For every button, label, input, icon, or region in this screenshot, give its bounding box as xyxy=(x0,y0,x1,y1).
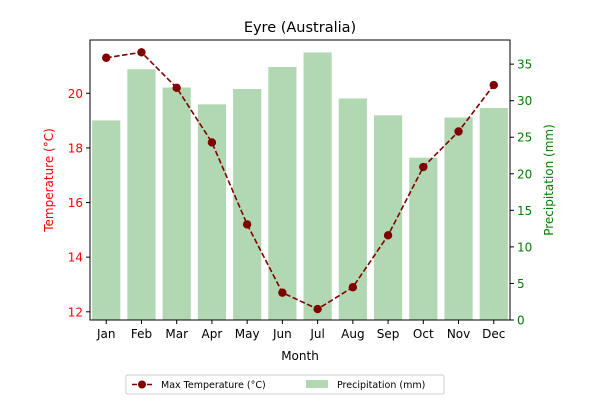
x-tick-label-feb: Feb xyxy=(131,327,152,341)
y-right-tick-label: 35 xyxy=(517,58,532,72)
legend-line-marker xyxy=(138,380,146,389)
temp-point-jul xyxy=(313,304,322,314)
temperature-line xyxy=(102,48,498,314)
y-right-tick-label: 5 xyxy=(517,277,525,291)
y-left-tick-label: 12 xyxy=(68,305,83,319)
y-right-tick-label: 25 xyxy=(517,131,532,145)
temp-point-sep xyxy=(383,231,393,240)
temp-point-dec xyxy=(489,80,498,90)
precip-bar-mar xyxy=(162,87,191,320)
x-tick-label-aug: Aug xyxy=(341,327,364,341)
temp-point-oct xyxy=(419,162,428,172)
x-tick-label-jul: Jul xyxy=(309,327,324,341)
legend: Max Temperature (°C) Precipitation (mm) xyxy=(125,374,445,395)
temp-point-apr xyxy=(207,138,217,147)
y-left-tick-label: 14 xyxy=(68,251,83,265)
x-tick-label-apr: Apr xyxy=(202,327,223,341)
y-right-tick-label: 15 xyxy=(517,204,532,218)
precip-bar-sep xyxy=(373,115,403,320)
precip-bar-jun xyxy=(268,67,297,320)
temp-point-may xyxy=(242,220,252,229)
precip-bar-jan xyxy=(92,120,121,320)
chart-title: Eyre (Australia) xyxy=(244,20,356,36)
plot-frame xyxy=(89,39,511,321)
precip-bar-feb xyxy=(127,69,156,320)
precip-bar-apr xyxy=(197,104,227,321)
temp-point-jan xyxy=(102,53,111,62)
y-right-tick-label: 0 xyxy=(517,314,525,328)
x-tick-label-jan: Jan xyxy=(96,327,116,341)
precip-bar-jul xyxy=(303,52,332,321)
legend-bar-swatch xyxy=(306,380,328,388)
y-right-tick-label: 30 xyxy=(517,94,532,108)
x-tick-label-sep: Sep xyxy=(377,327,400,341)
temp-point-feb xyxy=(137,48,146,57)
y-left-tick-label: 20 xyxy=(68,87,83,101)
legend-entry-temperature: Max Temperature (°C) xyxy=(161,380,266,391)
x-tick-label-mar: Mar xyxy=(165,327,188,341)
precip-bar-may xyxy=(233,88,262,320)
temp-point-nov xyxy=(454,127,463,136)
x-tick-label-oct: Oct xyxy=(413,327,434,341)
temp-point-aug xyxy=(348,283,358,292)
y-axis-right-label: Precipitation (mm) xyxy=(542,124,556,236)
x-tick-label-may: May xyxy=(235,327,260,341)
axes: Jan Feb Mar Apr May Jun Jul Aug Sep Oct Nov Dec 12 14… xyxy=(68,39,532,341)
precip-bar-dec xyxy=(479,107,508,320)
temperature-line-path xyxy=(106,51,495,310)
precip-bar-nov xyxy=(444,117,473,320)
legend-frame xyxy=(125,374,445,395)
x-tick-label-jun: Jun xyxy=(272,327,292,341)
x-tick-label-dec: Dec xyxy=(482,327,505,341)
temp-point-jun xyxy=(278,288,287,297)
y-right-tick-label: 10 xyxy=(517,240,532,254)
y-axis-left-label: Temperature (°C) xyxy=(42,128,56,233)
x-tick-label-nov: Nov xyxy=(447,327,470,341)
y-left-tick-label: 16 xyxy=(68,196,83,210)
precipitation-bars xyxy=(92,52,508,321)
y-right-tick-label: 20 xyxy=(517,167,532,181)
x-axis-label: Month xyxy=(281,349,319,363)
y-left-tick-label: 18 xyxy=(68,141,83,155)
temp-point-mar xyxy=(172,83,181,93)
precip-bar-oct xyxy=(409,157,438,320)
legend-entry-precipitation: Precipitation (mm) xyxy=(337,380,425,391)
